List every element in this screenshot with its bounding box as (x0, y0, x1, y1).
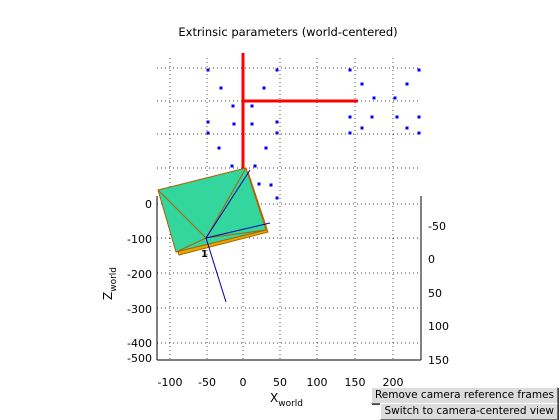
calibration-point (264, 146, 268, 150)
world-axes (241, 53, 358, 170)
camera-label: 1 (201, 249, 208, 260)
calibration-point (405, 82, 409, 86)
x-axis-label-main: X (270, 391, 278, 405)
z-tick-label: -200 (127, 268, 152, 281)
x-tick-label: -100 (158, 376, 183, 389)
calibration-point (417, 68, 421, 72)
z-tick-labels: 0 -100 -200 -300 -400 -500 (127, 198, 152, 365)
calibration-point (370, 115, 374, 119)
camera-front-face (157, 167, 267, 253)
remove-camera-frames-button[interactable]: Remove camera reference frames (370, 387, 558, 404)
calibration-point (360, 82, 364, 86)
calibration-point (393, 96, 397, 100)
camera-frustum-edge (157, 189, 207, 239)
z-axis-label-main: Z (101, 292, 115, 300)
calibration-point (275, 131, 279, 135)
y-tick-label: 0 (428, 253, 435, 266)
camera-frustum-edge (205, 167, 247, 239)
y-tick-label: 50 (428, 287, 442, 300)
calibration-point (232, 122, 236, 126)
x-axis-label: Xworld (270, 391, 303, 409)
x-tick-labels: -100 -50 0 50 100 150 200 (158, 376, 404, 389)
calibration-point (206, 120, 210, 124)
calibration-point (206, 131, 210, 135)
y-tick-labels: -50 0 50 100 150 (428, 220, 449, 367)
calibration-point (217, 146, 221, 150)
camera-axis-y (205, 237, 227, 303)
calibration-point (395, 115, 399, 119)
calibration-point (262, 86, 266, 90)
calibration-point (275, 196, 279, 200)
y-tick-label: 100 (428, 320, 449, 333)
z-tick-label: -300 (127, 303, 152, 316)
calibration-point (348, 68, 352, 72)
calibration-point (231, 104, 235, 108)
calibration-point (206, 68, 210, 72)
z-axis-label: Zworld (101, 267, 119, 300)
calibration-point (360, 126, 364, 130)
calibration-point (417, 115, 421, 119)
y-tick-label: -50 (428, 220, 446, 233)
calibration-point (250, 104, 254, 108)
calibration-point (405, 126, 409, 130)
calibration-point (219, 86, 223, 90)
calibration-points (206, 68, 421, 200)
calibration-point (250, 122, 254, 126)
camera: 1 (157, 167, 271, 303)
switch-camera-view-button[interactable]: Switch to camera-centered view (380, 403, 558, 420)
calibration-point (275, 68, 279, 72)
x-tick-label: 150 (345, 376, 366, 389)
calibration-point (348, 131, 352, 135)
x-tick-label: -50 (198, 376, 216, 389)
camera-axis-z (205, 169, 251, 239)
calibration-point (257, 182, 261, 186)
plot-title: Extrinsic parameters (world-centered) (178, 25, 397, 39)
camera-axis-x (205, 222, 271, 239)
x-axis-label-sub: world (278, 399, 303, 409)
x-tick-label: 100 (307, 376, 328, 389)
camera-frustum-edge (175, 237, 207, 253)
z-tick-label: -100 (127, 233, 152, 246)
x-tick-label: 200 (383, 376, 404, 389)
z-tick-label: 0 (145, 198, 152, 211)
y-tick-label: 150 (428, 354, 449, 367)
calibration-point (230, 164, 234, 168)
calibration-point (372, 96, 376, 100)
z-axis-label-sub: world (109, 267, 119, 292)
x-tick-label: 50 (273, 376, 287, 389)
calibration-point (348, 115, 352, 119)
x-tick-label: 0 (240, 376, 247, 389)
z-tick-label: -500 (127, 352, 152, 365)
calibration-point (417, 131, 421, 135)
camera-frustum-edge (205, 229, 267, 239)
calibration-point (269, 183, 273, 187)
calibration-point (253, 164, 257, 168)
axes-frame (156, 196, 422, 361)
z-tick-label: -400 (127, 337, 152, 350)
calibration-point (275, 120, 279, 124)
